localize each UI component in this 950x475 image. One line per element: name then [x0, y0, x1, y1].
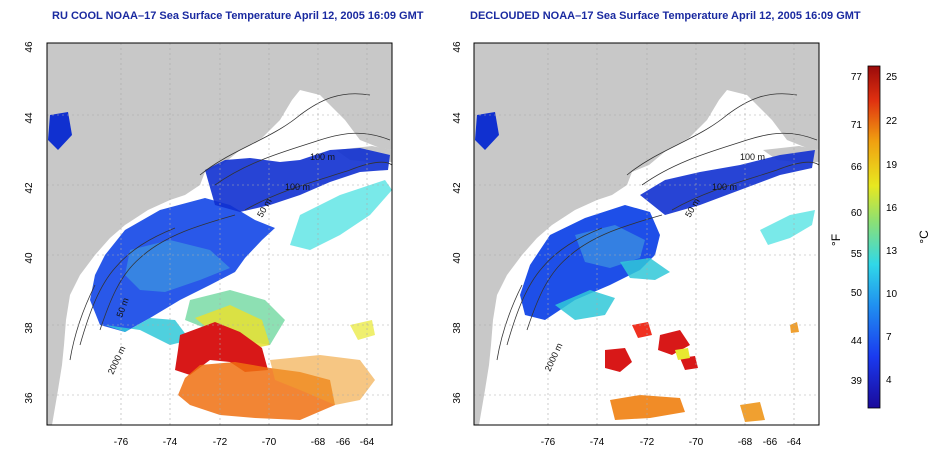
- contour-label: 100 m: [310, 152, 335, 162]
- land-mass: [474, 43, 819, 425]
- x-tick-label: -70: [262, 437, 277, 448]
- right-map-frame: [473, 42, 820, 426]
- celsius-unit-label: °C: [917, 230, 931, 244]
- bathymetry-contours: [496, 93, 819, 361]
- y-tick-label: 38: [452, 322, 463, 334]
- celsius-tick: 22: [886, 116, 898, 127]
- x-tick-label: -74: [163, 437, 178, 448]
- fahrenheit-tick: 71: [851, 120, 863, 131]
- y-tick-label: 38: [24, 322, 35, 334]
- y-tick-label: 42: [452, 182, 463, 194]
- land-mass: [47, 43, 392, 425]
- contour-label: 100 m: [740, 152, 765, 162]
- y-tick-label: 40: [24, 252, 35, 264]
- colorbar-gradient: [867, 65, 881, 409]
- fahrenheit-tick: 66: [851, 162, 863, 173]
- x-tick-label: -70: [689, 437, 704, 448]
- bathymetry-contours: [69, 93, 392, 361]
- left-map-title: RU COOL NOAA–17 Sea Surface Temperature …: [52, 10, 424, 22]
- celsius-tick: 4: [886, 375, 892, 386]
- y-tick-label: 44: [452, 112, 463, 124]
- celsius-tick: 10: [886, 289, 898, 300]
- contour-label: 100 m: [712, 182, 737, 192]
- contour-label: 100 m: [285, 182, 310, 192]
- x-tick-label: -72: [640, 437, 655, 448]
- y-tick-label: 40: [452, 252, 463, 264]
- warm-water-region: [175, 322, 268, 375]
- y-tick-label: 46: [24, 41, 35, 53]
- x-tick-label: -64: [360, 437, 375, 448]
- grid-lines: [47, 43, 392, 425]
- y-tick-label: 46: [452, 41, 463, 53]
- x-tick-label: -76: [114, 437, 129, 448]
- x-tick-label: -64: [787, 437, 802, 448]
- right-map-title: DECLOUDED NOAA–17 Sea Surface Temperatur…: [470, 10, 861, 22]
- fahrenheit-tick: 55: [851, 249, 863, 260]
- x-tick-label: -68: [311, 437, 326, 448]
- celsius-tick: 7: [886, 332, 892, 343]
- y-tick-label: 42: [24, 182, 35, 194]
- fahrenheit-tick: 60: [851, 208, 863, 219]
- celsius-tick: 25: [886, 72, 898, 83]
- x-tick-label: -68: [738, 437, 753, 448]
- x-tick-label: -66: [763, 437, 778, 448]
- left-map-panel: 100 m 100 m 50 m 50 m 2000 m -76 -74 -72…: [24, 41, 393, 448]
- fahrenheit-tick: 77: [851, 72, 863, 83]
- x-tick-label: -74: [590, 437, 605, 448]
- celsius-tick: 16: [886, 203, 898, 214]
- fahrenheit-tick: 50: [851, 288, 863, 299]
- x-tick-label: -76: [541, 437, 556, 448]
- fahrenheit-unit-label: °F: [829, 234, 843, 246]
- grid-lines: [474, 43, 819, 425]
- left-map-frame: [46, 42, 393, 426]
- y-tick-label: 44: [24, 112, 35, 124]
- x-tick-label: -66: [336, 437, 351, 448]
- x-tick-label: -72: [213, 437, 228, 448]
- right-map-panel: 100 m 100 m 50 m 2000 m -76 -74 -72 -70 …: [452, 41, 820, 448]
- colorbar: 77 71 66 60 55 50 44 39 25 22 19 16 13 1…: [829, 65, 931, 409]
- celsius-tick: 19: [886, 160, 898, 171]
- warm-water-region: [605, 348, 632, 372]
- fahrenheit-tick: 44: [851, 336, 863, 347]
- y-tick-label: 36: [452, 392, 463, 404]
- y-tick-label: 36: [24, 392, 35, 404]
- celsius-tick: 13: [886, 246, 898, 257]
- fahrenheit-tick: 39: [851, 376, 863, 387]
